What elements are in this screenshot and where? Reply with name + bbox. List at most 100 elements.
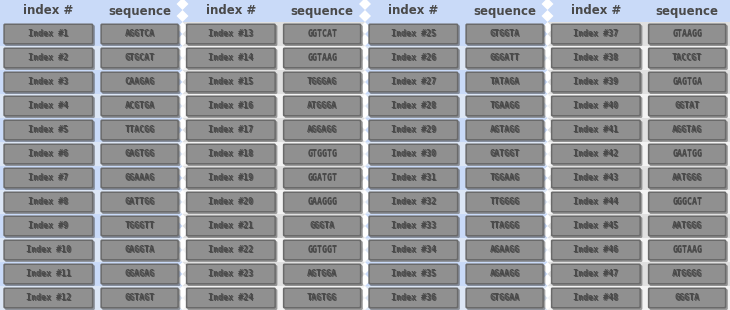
Text: Index #40: Index #40: [573, 101, 618, 110]
Polygon shape: [359, 202, 371, 214]
Text: GATTGG: GATTGG: [126, 198, 155, 207]
Text: Index #38: Index #38: [573, 54, 618, 63]
Text: ATGGGG: ATGGGG: [672, 269, 702, 278]
Polygon shape: [177, 82, 188, 94]
Bar: [365, 118, 548, 142]
Text: TGGGTT: TGGGTT: [125, 222, 155, 231]
FancyBboxPatch shape: [650, 217, 728, 238]
Text: index #: index #: [388, 5, 439, 17]
Text: index #: index #: [206, 5, 256, 17]
FancyBboxPatch shape: [186, 24, 276, 45]
Polygon shape: [542, 106, 553, 118]
Polygon shape: [177, 10, 188, 22]
FancyBboxPatch shape: [648, 47, 726, 69]
Text: GGGCAT: GGGCAT: [672, 197, 702, 206]
FancyBboxPatch shape: [188, 73, 274, 91]
Polygon shape: [542, 82, 553, 94]
FancyBboxPatch shape: [100, 264, 179, 285]
FancyBboxPatch shape: [553, 241, 642, 262]
FancyBboxPatch shape: [186, 215, 276, 237]
Text: GGAAAG: GGAAAG: [126, 174, 155, 183]
FancyBboxPatch shape: [370, 145, 460, 166]
FancyBboxPatch shape: [285, 265, 363, 286]
FancyBboxPatch shape: [186, 192, 276, 212]
FancyBboxPatch shape: [370, 145, 457, 163]
Text: Index #15: Index #15: [208, 78, 253, 86]
FancyBboxPatch shape: [285, 217, 360, 235]
Text: Index #4: Index #4: [28, 101, 69, 110]
Polygon shape: [359, 262, 371, 274]
Text: AGAAGG: AGAAGG: [491, 270, 520, 279]
Text: GGAGAG: GGAGAG: [125, 269, 155, 278]
Polygon shape: [177, 226, 188, 238]
FancyBboxPatch shape: [553, 169, 639, 187]
FancyBboxPatch shape: [100, 95, 179, 117]
Text: Index #31: Index #31: [392, 174, 437, 183]
Text: sequence: sequence: [656, 5, 718, 17]
FancyBboxPatch shape: [369, 287, 458, 308]
FancyBboxPatch shape: [553, 193, 642, 214]
Text: GTGCAT: GTGCAT: [126, 54, 155, 63]
FancyBboxPatch shape: [553, 265, 642, 286]
Text: Index #7: Index #7: [29, 174, 69, 183]
Polygon shape: [177, 178, 188, 190]
FancyBboxPatch shape: [370, 265, 460, 286]
Bar: [182, 0, 365, 310]
FancyBboxPatch shape: [465, 119, 544, 140]
FancyBboxPatch shape: [5, 73, 95, 94]
FancyBboxPatch shape: [551, 72, 641, 92]
FancyBboxPatch shape: [465, 240, 544, 260]
Text: GGTAT: GGTAT: [675, 101, 699, 110]
Text: GGAGAG: GGAGAG: [126, 270, 155, 279]
Text: Index #30: Index #30: [392, 150, 437, 159]
Text: Index #33: Index #33: [391, 222, 436, 231]
FancyBboxPatch shape: [100, 72, 179, 92]
FancyBboxPatch shape: [186, 95, 276, 117]
Text: CAAGAG: CAAGAG: [125, 78, 155, 86]
Text: GGTAT: GGTAT: [675, 102, 700, 111]
Text: GTGGTG: GTGGTG: [308, 150, 338, 159]
Text: Index #11: Index #11: [26, 269, 71, 278]
Text: Index #11: Index #11: [27, 270, 72, 279]
Text: Index #10: Index #10: [26, 246, 71, 255]
FancyBboxPatch shape: [553, 145, 642, 166]
FancyBboxPatch shape: [467, 97, 545, 118]
Text: Index #23: Index #23: [208, 269, 253, 278]
FancyBboxPatch shape: [370, 265, 457, 283]
FancyBboxPatch shape: [553, 73, 639, 91]
Text: GAATGG: GAATGG: [673, 150, 703, 159]
FancyBboxPatch shape: [186, 47, 276, 69]
FancyBboxPatch shape: [285, 49, 363, 70]
Text: Index #34: Index #34: [392, 246, 437, 255]
Bar: [182, 118, 365, 142]
Polygon shape: [542, 238, 553, 250]
Text: GAAGGG: GAAGGG: [307, 197, 337, 206]
FancyBboxPatch shape: [465, 192, 544, 212]
Polygon shape: [359, 166, 371, 178]
Polygon shape: [542, 118, 553, 130]
FancyBboxPatch shape: [102, 241, 177, 259]
Bar: [0, 22, 182, 46]
FancyBboxPatch shape: [369, 95, 458, 117]
Bar: [548, 70, 730, 94]
Text: Index #18: Index #18: [210, 150, 254, 159]
FancyBboxPatch shape: [369, 215, 458, 237]
FancyBboxPatch shape: [4, 215, 93, 237]
FancyBboxPatch shape: [283, 264, 361, 285]
Text: Index #2: Index #2: [28, 54, 69, 63]
Text: GAGGTA: GAGGTA: [126, 246, 155, 255]
Bar: [182, 190, 365, 214]
FancyBboxPatch shape: [551, 192, 641, 212]
FancyBboxPatch shape: [188, 49, 274, 67]
FancyBboxPatch shape: [551, 24, 641, 45]
FancyBboxPatch shape: [188, 169, 274, 187]
FancyBboxPatch shape: [283, 144, 361, 165]
Text: GGTAAG: GGTAAG: [308, 54, 338, 63]
Polygon shape: [177, 34, 188, 46]
FancyBboxPatch shape: [553, 25, 639, 43]
Polygon shape: [542, 0, 553, 10]
FancyBboxPatch shape: [553, 217, 642, 238]
Text: GGTGGT: GGTGGT: [307, 246, 337, 255]
Text: Index #20: Index #20: [210, 198, 254, 207]
Polygon shape: [542, 298, 553, 310]
